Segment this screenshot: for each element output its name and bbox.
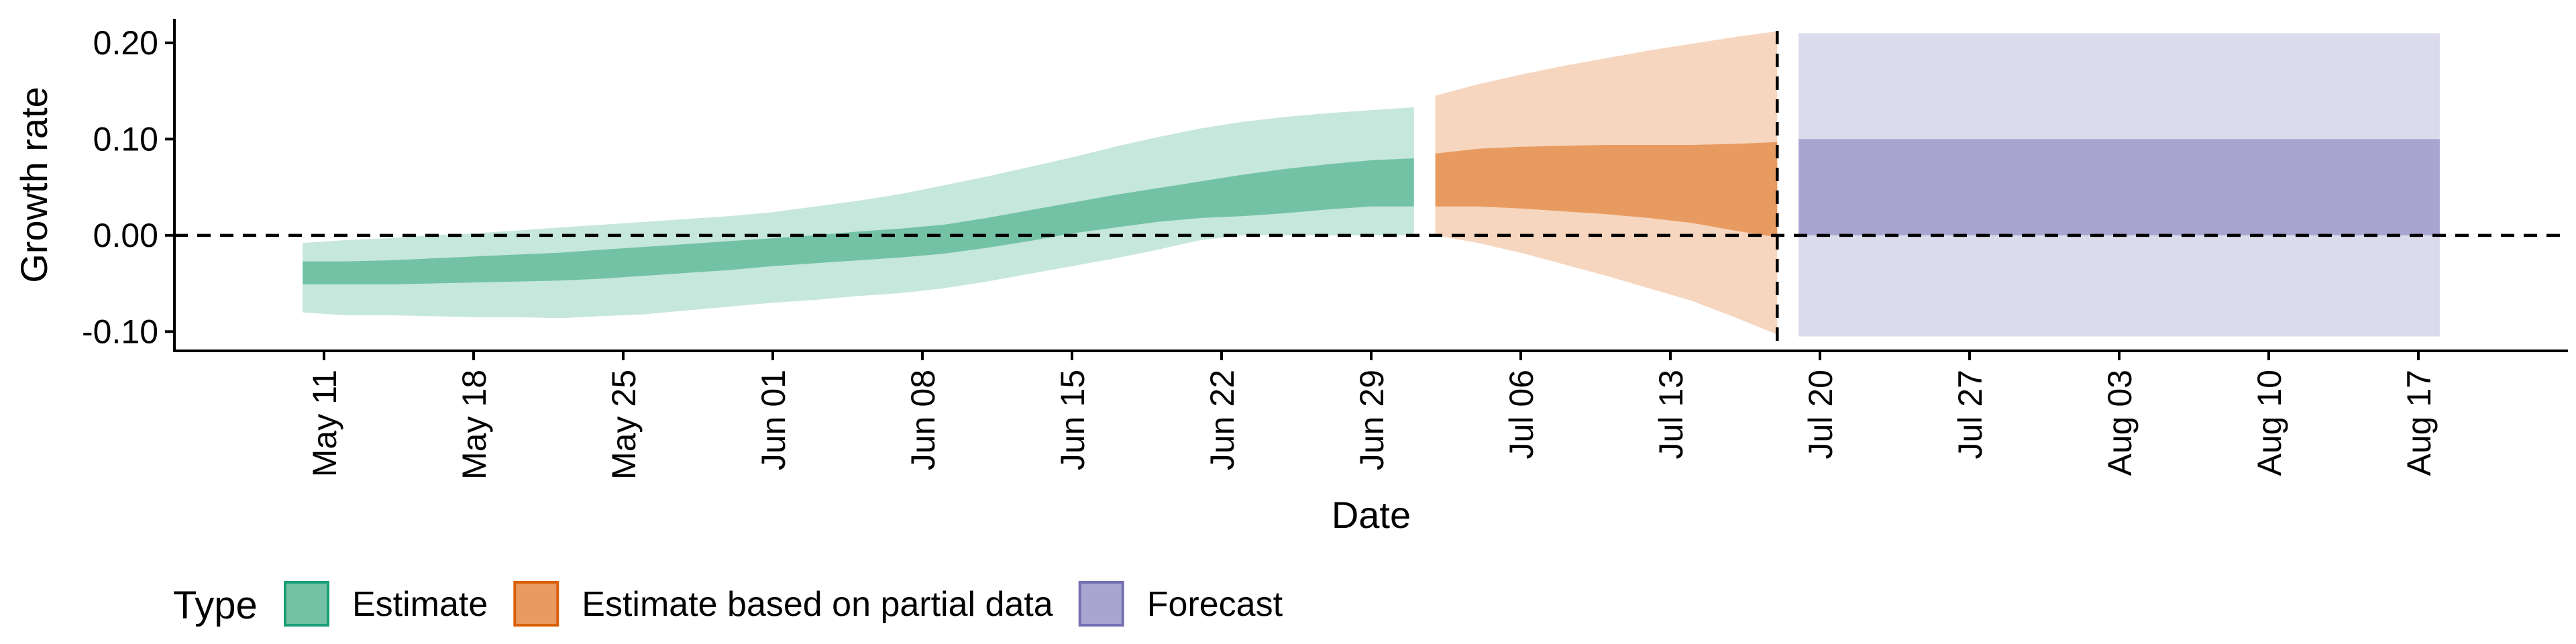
forecast-inner-band: [1799, 139, 2440, 235]
x-tick-label: Jul 06: [1503, 370, 1540, 459]
legend-label-estimate-based-on-partial-data: Estimate based on partial data: [582, 585, 1053, 624]
y-tick-label: 0.00: [93, 217, 158, 254]
x-tick-label: Jun 22: [1203, 370, 1241, 470]
x-tick-label: May 18: [455, 370, 493, 480]
x-tick-label: Aug 03: [2101, 370, 2139, 476]
x-tick-label: Jun 01: [755, 370, 792, 470]
y-tick-label: 0.20: [93, 24, 158, 62]
x-tick-label: Aug 17: [2400, 370, 2438, 476]
x-tick-label: Jul 13: [1652, 370, 1690, 459]
x-tick-label: May 25: [605, 370, 643, 480]
legend-title: Type: [173, 584, 258, 627]
legend-key-estimate: [284, 581, 329, 627]
x-tick-label: Jun 15: [1054, 370, 1091, 470]
axes: -0.10 0.00 0.10 0.20 May 11 May 18 May 25 Jun 0…: [82, 19, 2568, 480]
legend-label-forecast: Forecast: [1147, 585, 1283, 624]
reference-lines: [174, 31, 2568, 351]
legend: Type Estimate Estimate based on partial d…: [173, 581, 1283, 627]
x-tick-label: Aug 10: [2251, 370, 2288, 476]
legend-label-estimate: Estimate: [352, 585, 488, 624]
x-tick-label: Jul 20: [1802, 370, 1839, 459]
x-tick-label: May 11: [306, 370, 343, 477]
legend-key-estimate-based-on-partial-data: [513, 581, 559, 627]
x-tick-label: Jul 27: [1951, 370, 1989, 459]
x-axis-title: Date: [1332, 494, 1411, 536]
bands-layer: [303, 31, 2440, 337]
x-tick-label: Jun 08: [904, 370, 942, 470]
y-axis-title: Growth rate: [13, 87, 55, 283]
y-tick-label: 0.10: [93, 120, 158, 158]
legend-key-forecast: [1078, 581, 1124, 627]
estimate-inner-band: [303, 158, 1414, 284]
x-tick-label: Jun 29: [1353, 370, 1391, 470]
y-tick-label: -0.10: [82, 313, 158, 350]
estimate-based-on-partial-data-inner-band: [1435, 142, 1778, 237]
